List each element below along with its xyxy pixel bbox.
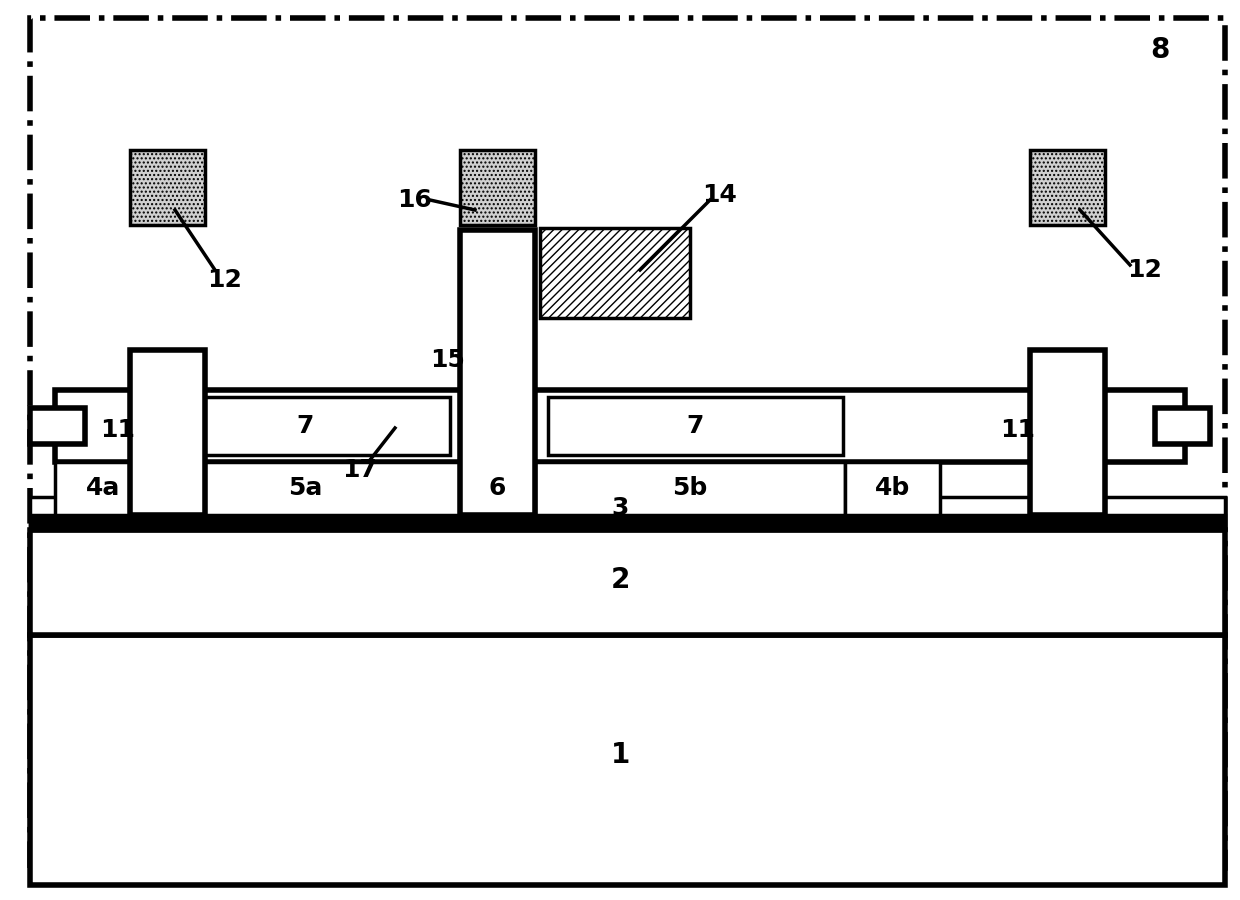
Text: 1: 1 (610, 741, 630, 769)
Text: 16: 16 (398, 188, 433, 212)
Text: 17: 17 (342, 458, 377, 482)
Bar (844, 462, 940, 515)
Text: 6: 6 (489, 476, 506, 500)
Bar (30, 635, 1225, 885)
Text: 14: 14 (703, 183, 738, 207)
Bar (30, 497, 1225, 530)
Bar (55, 462, 150, 515)
Text: 15: 15 (430, 348, 465, 372)
Text: 5b: 5b (672, 476, 708, 500)
Text: 8: 8 (1151, 36, 1169, 64)
Text: 4a: 4a (86, 476, 120, 500)
Text: 3: 3 (611, 496, 629, 520)
Bar (130, 350, 205, 515)
Bar (460, 462, 534, 515)
Bar (460, 230, 534, 515)
Bar (1030, 350, 1105, 515)
Bar (30, 530, 1225, 635)
Bar (548, 397, 843, 455)
Text: 11: 11 (1001, 418, 1035, 442)
Bar (539, 228, 689, 318)
Bar (155, 397, 450, 455)
Text: 11: 11 (100, 418, 135, 442)
Bar (30, 408, 86, 444)
Text: 7: 7 (296, 414, 314, 438)
Text: 5a: 5a (288, 476, 322, 500)
Bar (534, 462, 844, 515)
Bar (30, 515, 1225, 530)
Bar (460, 150, 534, 225)
Text: 2: 2 (610, 566, 630, 594)
Bar (1030, 150, 1105, 225)
Bar (1154, 408, 1210, 444)
Bar (55, 390, 1185, 462)
Text: 4b: 4b (875, 476, 910, 500)
Bar (150, 462, 460, 515)
Text: 12: 12 (1127, 258, 1162, 282)
Text: 7: 7 (686, 414, 703, 438)
Bar (130, 150, 205, 225)
Text: 12: 12 (207, 268, 243, 292)
